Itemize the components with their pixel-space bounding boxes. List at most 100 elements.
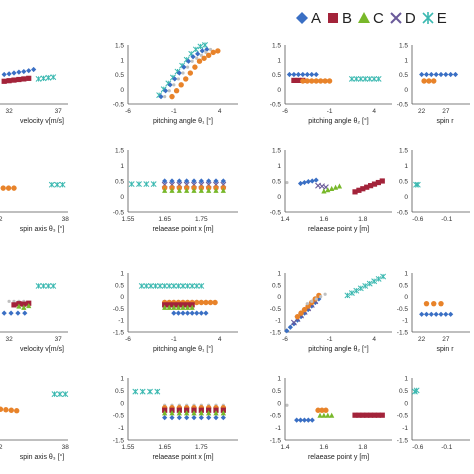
- data-point-f: [5, 185, 12, 191]
- data-point-c: [220, 410, 226, 416]
- data-point-c: [325, 412, 331, 418]
- legend-label: D: [404, 9, 416, 27]
- data-point-f: [3, 407, 9, 413]
- legend-item-a: A: [296, 10, 321, 27]
- panel-9: 32 37 velocity v[m/s]: [0, 283, 68, 353]
- data-point-b: [1, 78, 7, 84]
- data-point-c: [166, 304, 172, 310]
- data-point-a: [162, 88, 169, 94]
- data-point-a: [1, 310, 7, 316]
- panel-11: 1 0.5 0 -0.5 -1 -1.5-6 -1 4 pitching angle θ₂ [°…: [270, 271, 392, 353]
- data-point-e: [193, 283, 200, 289]
- data-point-e: [366, 280, 373, 287]
- data-point-g: [195, 56, 199, 60]
- y-tick-label: -0.5: [113, 210, 125, 217]
- data-point-e: [147, 283, 154, 289]
- data-point-a: [309, 417, 315, 423]
- x-axis-label: spin axis θ₃ [°]: [20, 225, 65, 233]
- data-point-b: [21, 76, 27, 82]
- y-tick-label: 1: [277, 163, 281, 170]
- y-tick-label: -1.5: [270, 438, 282, 445]
- data-point-c: [175, 304, 182, 310]
- x-tick-label: 1.4: [280, 444, 289, 451]
- data-point-a: [300, 71, 306, 78]
- data-point-e: [344, 292, 351, 299]
- data-point-c: [16, 303, 22, 309]
- data-point-e: [380, 273, 387, 280]
- data-point-a: [203, 310, 209, 316]
- data-point-g: [172, 83, 176, 87]
- data-point-e: [189, 283, 196, 289]
- y-tick-label: 0.5: [115, 179, 124, 186]
- y-tick-label: -0.5: [270, 102, 282, 109]
- data-point-b: [360, 412, 366, 418]
- data-point-e: [62, 391, 69, 398]
- x-tick-label: 32: [5, 108, 13, 115]
- data-point-e: [371, 278, 378, 285]
- x-tick-label: 27: [442, 336, 450, 343]
- data-point-b: [26, 75, 32, 81]
- data-point-a: [184, 310, 191, 316]
- y-tick-label: -0.5: [397, 306, 409, 313]
- data-point-a: [213, 178, 219, 184]
- y-tick-label: 0.5: [272, 282, 281, 289]
- y-tick-label: -1: [402, 425, 408, 432]
- data-point-e: [357, 75, 364, 82]
- data-point-f: [194, 299, 200, 306]
- y-tick-label: -0.5: [397, 102, 409, 109]
- x-axis-label: spin r: [436, 118, 454, 125]
- x-tick-label: 38: [62, 216, 70, 223]
- x-tick-label: -0.1: [441, 216, 453, 223]
- data-point-f: [326, 78, 333, 84]
- legend-label: B: [342, 9, 353, 27]
- data-point-f: [11, 185, 17, 191]
- data-point-a: [305, 417, 311, 423]
- legend-marker: [328, 13, 339, 23]
- data-point-f: [301, 306, 308, 313]
- data-point-g: [199, 53, 203, 57]
- x-tick-label: 1.55: [122, 444, 135, 451]
- data-point-a: [301, 179, 308, 186]
- data-point-b: [371, 181, 378, 187]
- data-point-a: [287, 324, 293, 330]
- x-axis-label: relaease point y [m]: [308, 454, 369, 461]
- data-point-a: [199, 48, 205, 54]
- x-axis-label: pitching angle θ₁ [°]: [153, 345, 213, 353]
- x-tick-label: -1: [171, 336, 177, 343]
- x-axis-label: spin axis θ₃ [°]: [20, 453, 65, 461]
- data-point-a: [6, 71, 12, 77]
- y-tick-label: -0.5: [270, 306, 282, 313]
- x-tick-label: 4: [372, 336, 376, 343]
- legend-marker: [390, 12, 402, 24]
- data-point-a: [428, 71, 434, 78]
- data-point-g: [285, 180, 289, 185]
- y-tick-label: -0.5: [270, 210, 282, 217]
- y-tick-label: -1.5: [113, 438, 125, 445]
- x-tick-label: 1.75: [195, 444, 208, 451]
- data-point-f: [215, 48, 221, 54]
- x-axis-label: relaease point x [m]: [152, 226, 213, 233]
- data-point-f: [319, 407, 325, 413]
- data-point-c: [198, 187, 204, 193]
- x-tick-label: 1.8: [358, 444, 367, 451]
- y-tick-label: 0.5: [115, 72, 124, 79]
- data-point-e: [128, 181, 135, 188]
- data-point-f: [8, 407, 14, 413]
- data-point-e: [348, 75, 355, 82]
- data-point-a: [309, 178, 315, 184]
- data-point-g: [208, 47, 213, 52]
- data-point-e: [40, 75, 47, 82]
- data-point-e: [132, 388, 139, 395]
- data-point-g: [204, 50, 208, 54]
- data-point-a: [423, 71, 430, 78]
- legend-item-b: B: [327, 10, 352, 27]
- data-point-e: [197, 43, 204, 50]
- x-tick-label: 1.6: [319, 444, 328, 451]
- data-point-e: [371, 75, 378, 82]
- y-tick-label: 0: [404, 87, 408, 94]
- data-point-b: [356, 412, 362, 418]
- data-point-a: [184, 178, 190, 184]
- data-point-f: [431, 78, 437, 84]
- data-point-c: [171, 304, 177, 310]
- x-axis-label: velocity v[m/s]: [20, 118, 64, 125]
